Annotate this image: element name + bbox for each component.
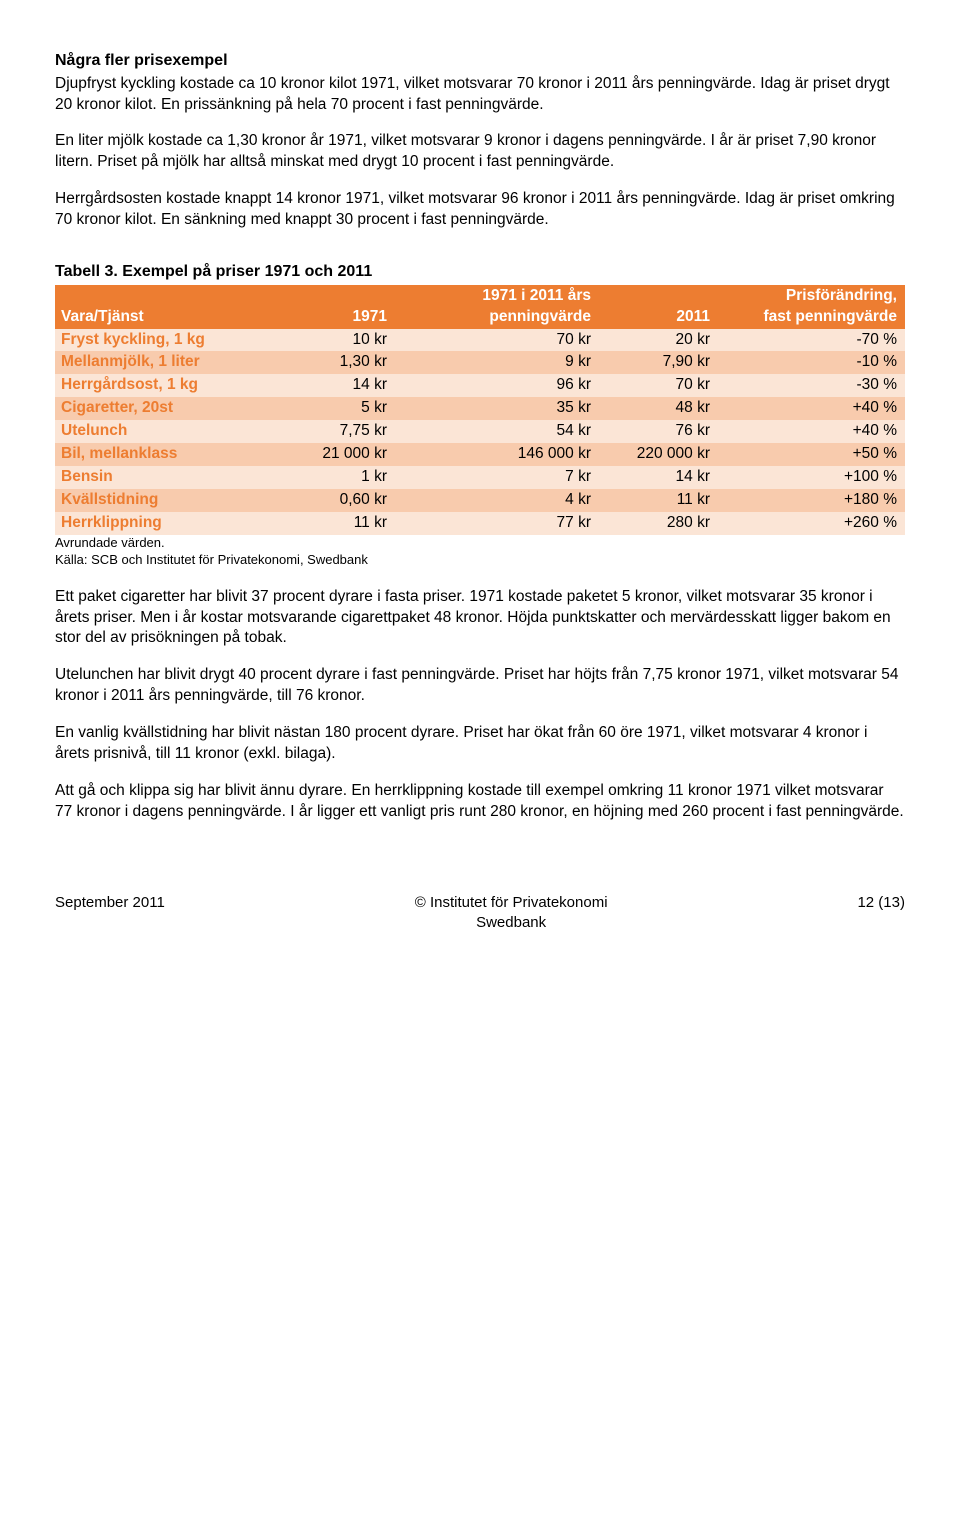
table-cell: -30 % bbox=[718, 374, 905, 397]
table-row: Herrgårdsost, 1 kg14 kr96 kr70 kr-30 % bbox=[55, 374, 905, 397]
table-cell: 4 kr bbox=[395, 489, 599, 512]
table-cell: 1,30 kr bbox=[276, 351, 395, 374]
table-cell: 76 kr bbox=[599, 420, 718, 443]
paragraph: Att gå och klippa sig har blivit ännu dy… bbox=[55, 781, 905, 823]
paragraph: Ett paket cigaretter har blivit 37 proce… bbox=[55, 587, 905, 650]
table-cell: 20 kr bbox=[599, 329, 718, 352]
table-cell: 7,75 kr bbox=[276, 420, 395, 443]
table-row: Bensin1 kr7 kr14 kr+100 % bbox=[55, 466, 905, 489]
table-header-cell: 1971 bbox=[276, 285, 395, 329]
table-row: Herrklippning11 kr77 kr280 kr+260 % bbox=[55, 512, 905, 535]
table-row: Kvällstidning0,60 kr4 kr11 kr+180 % bbox=[55, 489, 905, 512]
price-table: Vara/Tjänst19711971 i 2011 årspenningvär… bbox=[55, 285, 905, 535]
section-title: Några fler prisexempel bbox=[55, 50, 905, 72]
table-cell: 10 kr bbox=[276, 329, 395, 352]
paragraph: Herrgårdsosten kostade knappt 14 kronor … bbox=[55, 189, 905, 231]
table-row: Cigaretter, 20st5 kr35 kr48 kr+40 % bbox=[55, 397, 905, 420]
table-cell: 35 kr bbox=[395, 397, 599, 420]
table-row: Mellanmjölk, 1 liter1,30 kr9 kr7,90 kr-1… bbox=[55, 351, 905, 374]
table-cell: Herrgårdsost, 1 kg bbox=[55, 374, 276, 397]
table-cell: -10 % bbox=[718, 351, 905, 374]
table-cell: +40 % bbox=[718, 397, 905, 420]
table-note: Avrundade värden. Källa: SCB och Institu… bbox=[55, 535, 905, 569]
table-cell: 11 kr bbox=[276, 512, 395, 535]
table-cell: 7 kr bbox=[395, 466, 599, 489]
footer-center-line: © Institutet för Privatekonomi bbox=[415, 894, 608, 911]
table-body: Fryst kyckling, 1 kg10 kr70 kr20 kr-70 %… bbox=[55, 329, 905, 535]
table-cell: -70 % bbox=[718, 329, 905, 352]
page-footer: September 2011 © Institutet för Privatek… bbox=[55, 893, 905, 934]
table-cell: 220 000 kr bbox=[599, 443, 718, 466]
table-cell: 1 kr bbox=[276, 466, 395, 489]
table-cell: Utelunch bbox=[55, 420, 276, 443]
table-cell: 5 kr bbox=[276, 397, 395, 420]
footer-left: September 2011 bbox=[55, 893, 165, 934]
table-note-line: Avrundade värden. bbox=[55, 535, 165, 550]
table-cell: 146 000 kr bbox=[395, 443, 599, 466]
table-cell: Bil, mellanklass bbox=[55, 443, 276, 466]
table-cell: 11 kr bbox=[599, 489, 718, 512]
table-cell: 48 kr bbox=[599, 397, 718, 420]
table-cell: Fryst kyckling, 1 kg bbox=[55, 329, 276, 352]
table-cell: 54 kr bbox=[395, 420, 599, 443]
footer-center: © Institutet för Privatekonomi Swedbank bbox=[415, 893, 608, 934]
table-cell: 77 kr bbox=[395, 512, 599, 535]
table-cell: +50 % bbox=[718, 443, 905, 466]
table-cell: +100 % bbox=[718, 466, 905, 489]
table-cell: 96 kr bbox=[395, 374, 599, 397]
table-cell: 7,90 kr bbox=[599, 351, 718, 374]
paragraph: Utelunchen har blivit drygt 40 procent d… bbox=[55, 665, 905, 707]
table-title: Tabell 3. Exempel på priser 1971 och 201… bbox=[55, 261, 905, 283]
table-cell: 9 kr bbox=[395, 351, 599, 374]
table-cell: +180 % bbox=[718, 489, 905, 512]
table-header-cell: 1971 i 2011 årspenningvärde bbox=[395, 285, 599, 329]
table-cell: 14 kr bbox=[599, 466, 718, 489]
table-cell: Mellanmjölk, 1 liter bbox=[55, 351, 276, 374]
table-cell: 0,60 kr bbox=[276, 489, 395, 512]
table-header-cell: Vara/Tjänst bbox=[55, 285, 276, 329]
footer-center-line: Swedbank bbox=[476, 914, 546, 931]
table-row: Utelunch7,75 kr54 kr76 kr+40 % bbox=[55, 420, 905, 443]
paragraph: En vanlig kvällstidning har blivit nästa… bbox=[55, 723, 905, 765]
table-cell: +260 % bbox=[718, 512, 905, 535]
table-cell: 14 kr bbox=[276, 374, 395, 397]
paragraph: Djupfryst kyckling kostade ca 10 kronor … bbox=[55, 74, 905, 116]
table-cell: 280 kr bbox=[599, 512, 718, 535]
table-note-line: Källa: SCB och Institutet för Privatekon… bbox=[55, 552, 368, 567]
table-cell: Bensin bbox=[55, 466, 276, 489]
table-cell: +40 % bbox=[718, 420, 905, 443]
table-cell: Herrklippning bbox=[55, 512, 276, 535]
table-cell: Cigaretter, 20st bbox=[55, 397, 276, 420]
table-cell: Kvällstidning bbox=[55, 489, 276, 512]
table-cell: 70 kr bbox=[395, 329, 599, 352]
table-head: Vara/Tjänst19711971 i 2011 årspenningvär… bbox=[55, 285, 905, 329]
table-row: Bil, mellanklass21 000 kr146 000 kr220 0… bbox=[55, 443, 905, 466]
footer-right: 12 (13) bbox=[857, 893, 905, 934]
table-cell: 70 kr bbox=[599, 374, 718, 397]
paragraph: En liter mjölk kostade ca 1,30 kronor år… bbox=[55, 131, 905, 173]
table-header-cell: 2011 bbox=[599, 285, 718, 329]
table-cell: 21 000 kr bbox=[276, 443, 395, 466]
table-row: Fryst kyckling, 1 kg10 kr70 kr20 kr-70 % bbox=[55, 329, 905, 352]
table-header-cell: Prisförändring,fast penningvärde bbox=[718, 285, 905, 329]
